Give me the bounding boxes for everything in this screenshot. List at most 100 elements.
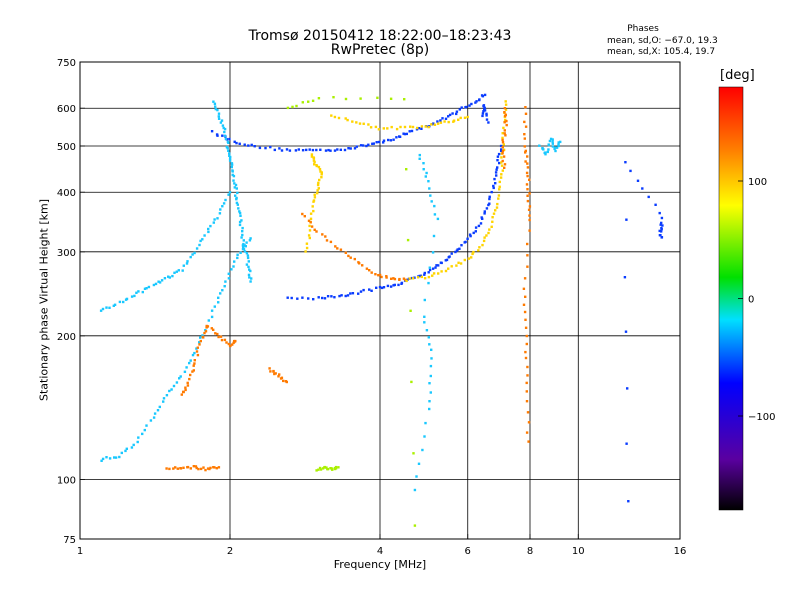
data-point [528, 214, 531, 217]
data-point [246, 254, 250, 257]
data-point [157, 280, 160, 283]
data-point [470, 256, 473, 259]
data-point [361, 264, 364, 267]
data-point [430, 357, 433, 360]
data-point [179, 375, 182, 378]
data-point [227, 342, 230, 346]
data-point [503, 111, 506, 114]
data-point [207, 319, 210, 322]
data-point [217, 115, 220, 118]
data-point [193, 359, 196, 362]
data-point [423, 435, 426, 438]
data-point [172, 467, 175, 470]
data-point [163, 277, 167, 280]
data-point [210, 327, 213, 330]
data-point [118, 455, 121, 459]
data-point [351, 120, 354, 123]
data-point [430, 200, 433, 203]
data-point [526, 374, 529, 377]
data-point [427, 336, 430, 339]
data-point [286, 106, 290, 110]
data-point [330, 295, 333, 298]
data-point [392, 284, 395, 287]
data-point [330, 114, 333, 117]
data-point [659, 223, 662, 226]
data-point [424, 125, 427, 128]
data-point [409, 309, 412, 312]
data-point [233, 182, 236, 185]
data-point [501, 136, 504, 140]
data-point [239, 251, 242, 254]
data-point [660, 216, 664, 220]
data-point [417, 127, 421, 130]
data-point [380, 286, 384, 290]
data-point [528, 192, 531, 195]
data-point [398, 277, 401, 281]
data-point [452, 119, 456, 122]
data-point [548, 139, 552, 143]
data-point [229, 344, 232, 348]
data-point [547, 143, 550, 146]
data-point [485, 207, 489, 210]
data-point [408, 130, 411, 133]
data-point [185, 366, 188, 369]
data-point [497, 197, 500, 200]
data-point [424, 421, 427, 425]
data-point [525, 183, 529, 186]
data-point [504, 113, 507, 116]
data-point [216, 332, 219, 336]
data-point [183, 370, 187, 373]
data-point [439, 121, 443, 124]
data-point [149, 419, 153, 422]
data-point [524, 106, 527, 109]
data-point [221, 205, 224, 208]
data-point [248, 239, 252, 242]
data-point [316, 183, 320, 187]
data-point [273, 372, 276, 376]
data-point [154, 282, 158, 286]
data-point [234, 183, 238, 187]
data-point [317, 181, 320, 185]
data-point [492, 184, 495, 188]
data-point [355, 121, 358, 124]
data-point [629, 169, 632, 173]
data-point [210, 315, 214, 319]
data-point [317, 165, 321, 169]
data-point [447, 120, 450, 124]
data-point [393, 277, 397, 281]
data-point [194, 465, 198, 468]
data-point [403, 132, 407, 136]
data-point [425, 329, 429, 332]
data-point [221, 289, 224, 292]
data-point [448, 113, 452, 117]
data-point [313, 160, 316, 164]
data-point [427, 125, 430, 129]
data-point [172, 384, 176, 388]
x-tick-label: 4 [377, 546, 383, 557]
data-point [223, 338, 227, 342]
data-point [235, 187, 238, 190]
data-point [333, 149, 337, 152]
data-point [551, 138, 554, 141]
data-point [216, 108, 219, 112]
data-point [405, 132, 408, 136]
data-point [624, 161, 627, 164]
data-point [623, 276, 627, 279]
x-tick-label: 6 [465, 546, 471, 557]
data-point [309, 221, 312, 224]
data-point [247, 273, 251, 277]
data-point [526, 194, 529, 197]
data-point [286, 296, 289, 299]
data-point [203, 234, 206, 237]
data-point [114, 456, 118, 459]
data-point [661, 224, 664, 227]
data-point [466, 237, 469, 240]
data-point [403, 98, 406, 101]
data-point [418, 157, 421, 160]
data-point [445, 258, 449, 262]
data-point [337, 116, 341, 120]
data-point [219, 208, 222, 211]
data-point [247, 144, 250, 147]
data-point [428, 343, 431, 346]
